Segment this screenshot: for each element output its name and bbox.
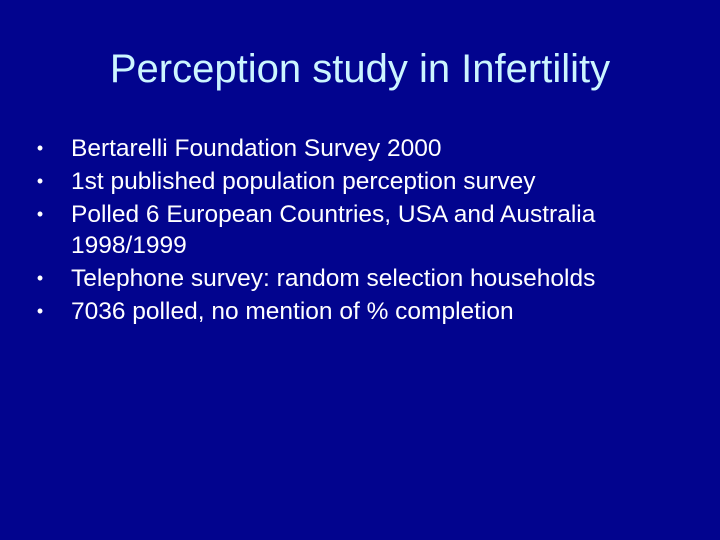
bullet-text: Bertarelli Foundation Survey 2000 [71,135,442,162]
bullet-text: Polled 6 European Countries, USA and Aus… [71,201,596,259]
bullet-icon: • [36,138,44,158]
bullet-item: • 1st published population perception su… [28,166,708,197]
bullet-text: Telephone survey: random selection house… [71,265,596,292]
bullet-text: 7036 polled, no mention of % completion [71,298,514,325]
slide-title: Perception study in Infertility [109,47,611,91]
bullet-icon: • [36,171,44,191]
bullet-list: • Bertarelli Foundation Survey 2000 • 1s… [28,133,708,329]
bullet-item: • Telephone survey: random selection hou… [28,263,708,294]
bullet-icon: • [36,301,44,321]
bullet-item: • Polled 6 European Countries, USA and A… [28,199,708,261]
bullet-icon: • [36,204,44,224]
bullet-text: 1st published population perception surv… [71,168,536,195]
bullet-item: • 7036 polled, no mention of % completio… [28,296,708,327]
bullet-item: • Bertarelli Foundation Survey 2000 [28,133,708,164]
bullet-icon: • [36,268,44,288]
